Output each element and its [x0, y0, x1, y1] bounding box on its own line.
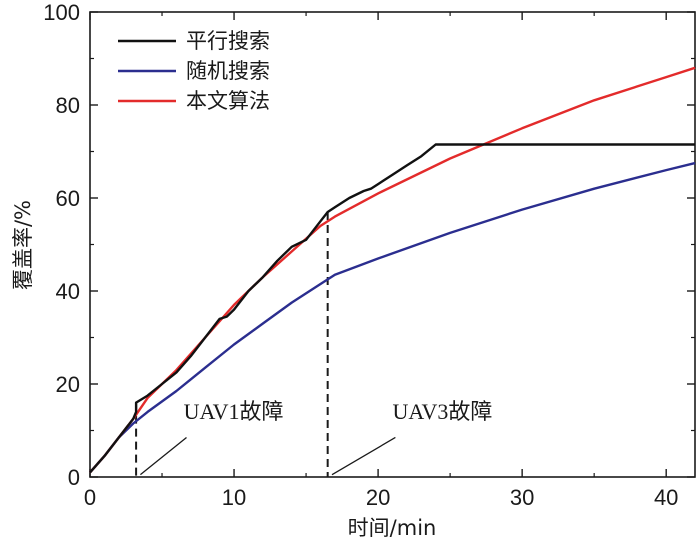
y-tick-label: 80 — [56, 93, 80, 118]
annotation-leader-line — [140, 436, 187, 476]
y-tick-label: 100 — [43, 0, 80, 25]
y-tick-label: 40 — [56, 279, 80, 304]
annotation-leader-line — [331, 436, 396, 476]
x-tick-label: 40 — [654, 485, 678, 510]
y-tick-label: 20 — [56, 372, 80, 397]
series-line-1 — [89, 161, 696, 474]
series-lines — [89, 66, 696, 474]
legend-label: 本文算法 — [186, 89, 270, 113]
x-tick-label: 10 — [222, 485, 246, 510]
annotation-label: UAV3故障 — [393, 399, 493, 424]
y-axis-title: 覆盖率/% — [11, 200, 35, 290]
y-tick-label: 0 — [68, 465, 80, 490]
y-tick-label: 60 — [56, 186, 80, 211]
legend-label: 平行搜索 — [186, 29, 270, 53]
failure-annotations: UAV1故障 UAV3故障 — [135, 211, 493, 477]
axis-ticks: 0 10 20 30 40 0 20 40 60 80 100 — [43, 0, 695, 510]
x-tick-label: 20 — [366, 485, 390, 510]
x-axis-title: 时间/min — [348, 516, 437, 540]
legend-label: 随机搜索 — [186, 59, 270, 83]
x-tick-label: 0 — [84, 485, 96, 510]
annotation-label: UAV1故障 — [184, 399, 284, 424]
x-tick-label: 30 — [510, 485, 534, 510]
series-line-0 — [89, 143, 695, 474]
